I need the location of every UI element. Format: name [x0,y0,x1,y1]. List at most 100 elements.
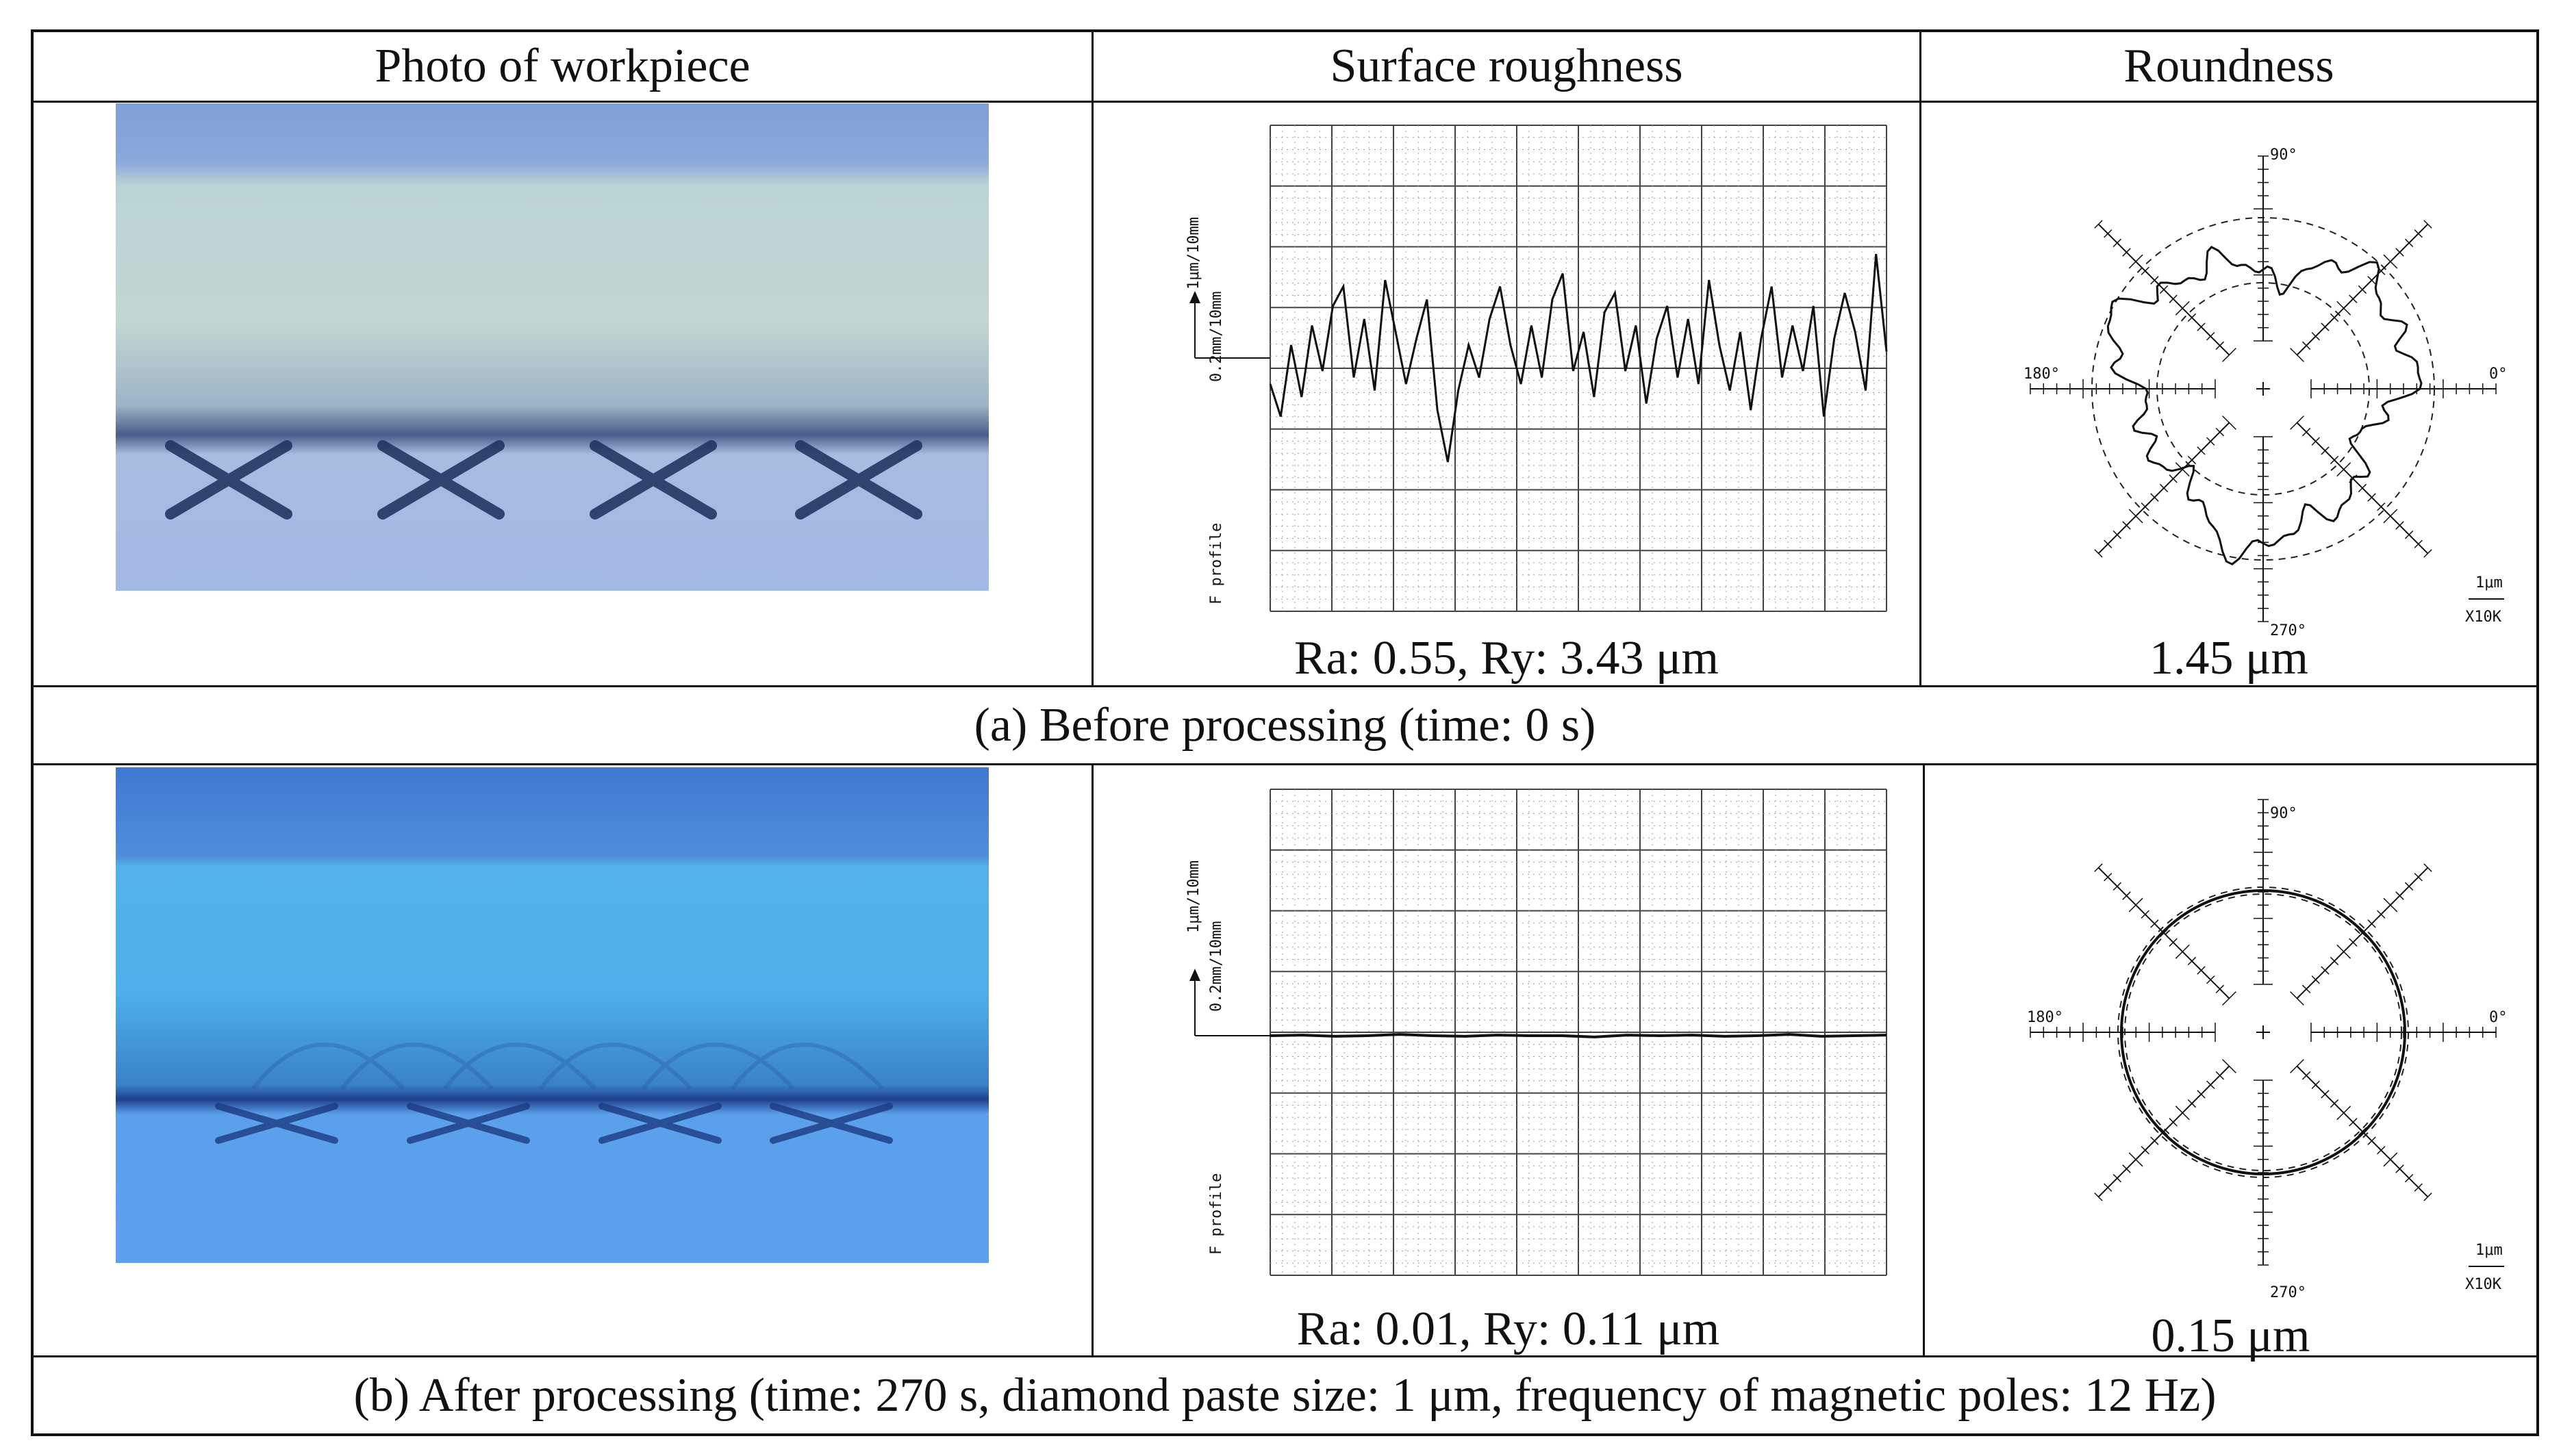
col-divider-2a [1919,29,1921,687]
roundness-axis-tick [2404,882,2414,891]
roundness-axis-tick [2395,521,2404,530]
roundness-axis-tick [2383,254,2398,269]
roundness-axis-tick [2169,938,2178,947]
roundness-axis-tick [2122,521,2131,530]
roundness-axis-tick [2206,437,2215,446]
roundness-axis-tick [2215,984,2225,994]
roughness-profile-label-b: F profile [1208,1173,1225,1255]
header-divider [31,101,2539,103]
roundness-axis-tick [2349,294,2358,303]
roundness-axis-tick [2336,301,2351,316]
header-roundness: Roundness [2123,40,2334,92]
caption-a-divider [31,763,2539,765]
roundness-axis-tick [2358,285,2367,294]
roughness-v-scale-label-a: 1μm/10mm [1185,217,1202,290]
roundness-axis-tick [2377,910,2386,919]
roundness-axis-tick [2169,294,2178,303]
caption-before-processing: (a) Before processing (time: 0 s) [974,698,1596,752]
roundness-axis-tick [2377,1146,2386,1155]
caption-after-processing: (b) After processing (time: 270 s, diamo… [353,1368,2217,1422]
roundness-axis-tick [2197,1090,2206,1099]
roundness-axis-tick [2128,509,2143,524]
roughness-chart-before: 1μm/10mm 0.2mm/10mm F profile [1168,112,1907,639]
workpiece-photo-before [116,103,989,591]
angle-90-label-a: 90° [2270,146,2297,164]
roundness-axis-tick [2094,549,2103,558]
col-divider-2b [1923,764,1925,1357]
roundness-axis-tick [2349,1118,2358,1127]
roundness-axis-tick [2423,220,2432,229]
roundness-axis-tick [2215,341,2225,350]
magnification-label-a: X10K [2465,609,2502,626]
table-border-right [2536,29,2539,1436]
roundness-axis-tick [2367,1136,2376,1145]
roughness-profile-line-b [1270,1033,1887,1038]
roundness-axis-tick [2367,919,2376,928]
roundness-axis-tick [2197,446,2206,455]
table-border-top [31,29,2539,32]
roundness-axis-tick [2321,322,2330,331]
roundness-axis-tick [2169,1118,2178,1127]
roundness-axis-tick [2301,984,2311,994]
roundness-axis-tick [2215,1071,2225,1080]
roundness-axis-tick [2336,944,2351,959]
roundness-axis-tick [2104,873,2112,882]
roundness-axis-tick [2169,474,2178,483]
roughness-chart-after: 1μm/10mm 0.2mm/10mm F profile [1168,776,1907,1303]
roundness-axis-tick [2290,416,2304,430]
roundness-axis-tick [2094,1192,2103,1201]
roundness-axis-tick [2290,348,2304,362]
roundness-axis-tick [2301,1071,2311,1080]
roundness-guide-outer-a [2091,217,2435,561]
roundness-axis-tick [2141,910,2149,919]
roundness-chart-after-svg: 90° 180° 0° 270° 1μm X10K [2027,799,2508,1301]
roundness-axis-tick [2330,455,2339,465]
roundness-axis-tick [2395,1164,2404,1173]
angle-270-label-b: 270° [2270,1284,2306,1301]
workpiece-photo-after-image [116,767,989,1263]
roundness-axis-tick [2128,254,2143,269]
row-a-divider [31,685,2539,687]
roundness-axis-tick [2159,483,2169,493]
roundness-result-after: 0.15 μm [2151,1309,2310,1362]
roundness-axis-tick [2423,863,2432,872]
roundness-axis-tick [2187,1099,2197,1108]
roughness-chart-before-svg: 1μm/10mm 0.2mm/10mm F profile [1185,125,1888,612]
roundness-axis-tick [2222,1059,2236,1073]
roundness-axis-tick [2383,1152,2398,1167]
roundness-axis-tick [2122,248,2131,257]
row-b-divider [31,1355,2539,1357]
roundness-axis-tick [2122,1164,2131,1173]
angle-0-label-b: 0° [2489,1009,2508,1026]
roundness-chart-after: 90° 180° 0° 270° 1μm X10K [1941,776,2530,1303]
workpiece-photo-before-image [116,103,989,591]
roundness-axis-tick [2321,966,2330,975]
scale-unit-label-a: 1μm [2475,574,2503,591]
roundness-axis-tick [2311,332,2320,341]
roundness-axis-tick [2141,1146,2149,1155]
roundness-axis-tick [2094,863,2103,872]
roundness-axis-tick [2311,1080,2320,1089]
roundness-axis-tick [2395,891,2404,900]
roundness-axis-tick [2128,1152,2143,1167]
roundness-axis-tick [2336,462,2351,477]
workpiece-photo-after [116,767,989,1263]
roundness-axis-tick [2197,322,2206,331]
roughness-result-after: Ra: 0.01, Ry: 0.11 μm [1296,1302,1720,1355]
roundness-axis-tick [2112,530,2122,539]
roundness-axis-tick [2222,416,2236,430]
roundness-chart-before-svg: 90° 180° 0° 270° 1μm X10K [2023,146,2508,639]
roundness-axis-tick [2423,1192,2432,1201]
roughness-result-before: Ra: 0.55, Ry: 3.43 μm [1294,632,1719,685]
roughness-h-scale-label-a: 0.2mm/10mm [1208,292,1225,382]
roundness-axis-tick [2414,229,2423,238]
roundness-axis-tick [2150,919,2159,928]
roundness-axis-tick [2128,897,2143,912]
roundness-axis-tick [2104,539,2112,548]
roundness-axis-tick [2206,1080,2215,1089]
roundness-axis-tick [2104,1183,2112,1192]
roundness-axis-tick [2414,539,2423,548]
roundness-axis-tick [2150,276,2159,285]
roundness-axis-tick [2301,427,2311,437]
results-table: Photo of workpiece Surface roughness Rou… [31,29,2539,1436]
